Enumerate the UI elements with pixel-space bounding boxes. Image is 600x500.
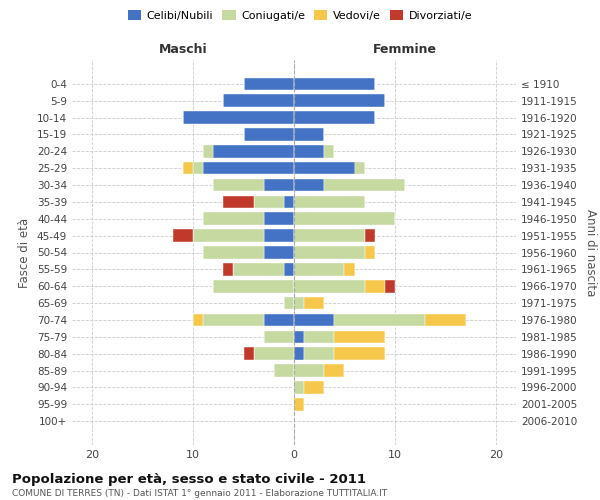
Bar — [294, 196, 365, 208]
Text: COMUNE DI TERRES (TN) - Dati ISTAT 1° gennaio 2011 - Elaborazione TUTTITALIA.IT: COMUNE DI TERRES (TN) - Dati ISTAT 1° ge… — [12, 489, 387, 498]
Bar — [264, 314, 294, 326]
Bar — [294, 94, 385, 107]
Bar — [365, 280, 385, 292]
Bar — [294, 128, 324, 141]
Bar — [193, 162, 203, 174]
Bar — [324, 145, 334, 158]
Bar — [264, 230, 294, 242]
Y-axis label: Anni di nascita: Anni di nascita — [584, 209, 597, 296]
Bar — [203, 212, 264, 225]
Bar — [244, 78, 294, 90]
Bar — [284, 297, 294, 310]
Bar — [264, 178, 294, 192]
Text: Maschi: Maschi — [158, 43, 208, 56]
Bar — [365, 246, 375, 259]
Bar — [294, 263, 344, 276]
Bar — [213, 145, 294, 158]
Bar — [274, 364, 294, 377]
Bar — [425, 314, 466, 326]
Bar — [223, 94, 294, 107]
Bar — [213, 178, 264, 192]
Bar — [294, 348, 304, 360]
Bar — [264, 212, 294, 225]
Bar — [183, 111, 294, 124]
Bar — [294, 111, 375, 124]
Bar — [304, 330, 334, 343]
Bar — [334, 330, 385, 343]
Bar — [365, 230, 375, 242]
Bar — [193, 230, 264, 242]
Bar — [294, 398, 304, 410]
Bar — [203, 145, 213, 158]
Bar — [203, 314, 264, 326]
Bar — [254, 196, 284, 208]
Text: Popolazione per età, sesso e stato civile - 2011: Popolazione per età, sesso e stato civil… — [12, 472, 366, 486]
Bar — [213, 280, 294, 292]
Bar — [203, 246, 264, 259]
Bar — [294, 212, 395, 225]
Bar — [203, 162, 294, 174]
Bar — [294, 381, 304, 394]
Bar — [294, 178, 324, 192]
Bar — [334, 348, 385, 360]
Bar — [294, 78, 375, 90]
Y-axis label: Fasce di età: Fasce di età — [19, 218, 31, 288]
Bar — [294, 162, 355, 174]
Bar — [304, 297, 324, 310]
Legend: Celibi/Nubili, Coniugati/e, Vedovi/e, Divorziati/e: Celibi/Nubili, Coniugati/e, Vedovi/e, Di… — [124, 6, 476, 25]
Bar — [304, 381, 324, 394]
Bar — [254, 348, 294, 360]
Bar — [173, 230, 193, 242]
Bar — [284, 263, 294, 276]
Bar — [264, 330, 294, 343]
Bar — [244, 128, 294, 141]
Bar — [344, 263, 355, 276]
Bar — [264, 246, 294, 259]
Bar — [193, 314, 203, 326]
Bar — [304, 348, 334, 360]
Bar — [244, 348, 254, 360]
Bar — [324, 364, 344, 377]
Bar — [385, 280, 395, 292]
Bar — [294, 246, 365, 259]
Bar — [294, 364, 324, 377]
Text: Femmine: Femmine — [373, 43, 437, 56]
Bar — [294, 280, 365, 292]
Bar — [294, 145, 324, 158]
Bar — [294, 330, 304, 343]
Bar — [294, 314, 334, 326]
Bar — [183, 162, 193, 174]
Bar — [324, 178, 405, 192]
Bar — [233, 263, 284, 276]
Bar — [223, 263, 233, 276]
Bar — [355, 162, 365, 174]
Bar — [294, 297, 304, 310]
Bar — [334, 314, 425, 326]
Bar — [294, 230, 365, 242]
Bar — [223, 196, 254, 208]
Bar — [284, 196, 294, 208]
